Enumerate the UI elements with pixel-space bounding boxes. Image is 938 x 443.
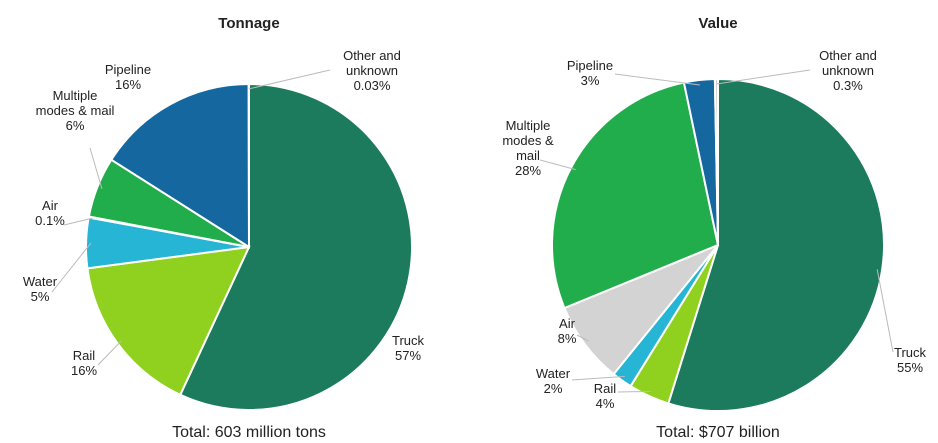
leader-line	[571, 375, 625, 381]
slice-label: Multiple modes & mail	[502, 118, 554, 163]
slice-label: Multiple modes & mail	[36, 88, 115, 118]
slice-value-label: 28%	[515, 163, 541, 178]
leader-line	[539, 159, 576, 171]
leader-line	[716, 69, 811, 85]
slice-value-label: 16%	[115, 77, 141, 92]
slice-value-label: 55%	[897, 360, 923, 375]
slice-label: Pipeline	[105, 62, 151, 77]
slice-label: Pipeline	[567, 58, 613, 73]
chart-total: Total: 603 million tons	[172, 424, 326, 441]
slice-label: Other and unknown	[343, 48, 401, 78]
slice-value-label: 5%	[31, 289, 50, 304]
pie-slice	[109, 82, 251, 249]
slice-value-label: 16%	[71, 363, 97, 378]
leader-line	[248, 69, 331, 90]
leader-line	[614, 73, 700, 86]
slice-label: Air	[42, 198, 59, 213]
slice-value-label: 57%	[395, 348, 421, 363]
leader-line	[876, 269, 894, 353]
leader-line	[89, 147, 103, 189]
slice-value-label: 3%	[581, 73, 600, 88]
slice-value-label: 0.03%	[354, 78, 391, 93]
slice-label: Water	[23, 274, 58, 289]
slice-label: Rail	[594, 381, 617, 396]
slice-value-label: 6%	[66, 118, 85, 133]
pie-slice	[667, 77, 885, 412]
pie-slice	[86, 245, 251, 397]
chart-total: Total: $707 billion	[656, 424, 780, 441]
pie-slice	[551, 81, 720, 310]
leader-line	[617, 390, 652, 393]
leader-line	[576, 334, 590, 342]
chart-title: Value	[698, 15, 737, 32]
slice-label: Air	[559, 316, 576, 331]
pie-slice	[713, 77, 719, 246]
chart-title: Tonnage	[218, 15, 279, 32]
slice-value-label: 0.1%	[35, 213, 65, 228]
leader-line	[63, 217, 94, 226]
slice-label: Water	[536, 366, 571, 381]
slice-value-label: 4%	[596, 396, 615, 411]
slice-label: Truck	[894, 345, 927, 360]
slice-label: Rail	[73, 348, 96, 363]
slice-label: Truck	[392, 333, 425, 348]
slice-value-label: 2%	[544, 381, 563, 396]
pie-slice	[178, 82, 413, 411]
leader-line	[51, 242, 92, 293]
leader-line	[97, 340, 122, 366]
slice-value-label: 0.3%	[833, 78, 863, 93]
slice-label: Other and unknown	[819, 48, 877, 78]
slice-value-label: 8%	[558, 331, 577, 346]
